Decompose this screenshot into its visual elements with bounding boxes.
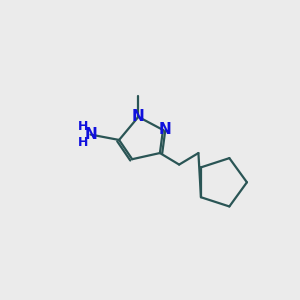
- Text: H: H: [78, 120, 88, 134]
- Text: N: N: [159, 122, 172, 137]
- Text: N: N: [84, 127, 97, 142]
- Text: H: H: [78, 136, 88, 149]
- Text: N: N: [132, 109, 145, 124]
